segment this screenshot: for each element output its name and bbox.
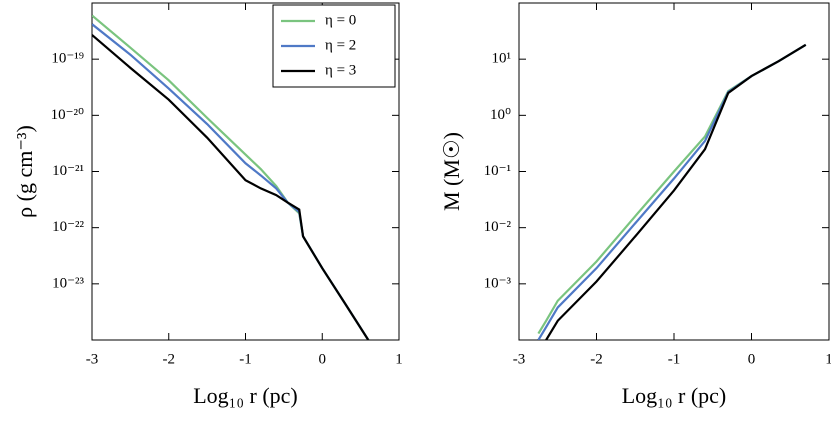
y-axis-title: M (M☉) — [439, 132, 464, 211]
x-axis-title: Log₁₀ r (pc) — [193, 383, 298, 408]
data-line — [545, 43, 807, 340]
x-tick-label: -3 — [513, 351, 526, 367]
y-tick-label: 10⁻²¹ — [52, 163, 84, 179]
x-tick-label: -3 — [86, 351, 99, 367]
plot-area — [537, 43, 807, 340]
y-tick-label: 10⁻¹⁹ — [51, 51, 84, 67]
legend-label: η = 0 — [325, 12, 356, 28]
legend-label: η = 2 — [325, 37, 356, 53]
y-tick-label: 10⁻¹ — [484, 163, 511, 179]
y-tick-label: 10⁻³ — [484, 275, 512, 291]
plot-area — [92, 14, 370, 340]
x-tick-label: 1 — [395, 351, 403, 367]
x-tick-label: -1 — [668, 351, 681, 367]
x-tick-label: -2 — [590, 351, 603, 367]
y-tick-label: 10⁻² — [484, 219, 512, 235]
x-tick-label: -2 — [163, 351, 176, 367]
x-tick-label: 0 — [319, 351, 327, 367]
y-tick-label: 10⁻²² — [52, 219, 84, 235]
y-tick-label: 10¹ — [492, 51, 512, 67]
x-tick-label: 0 — [748, 351, 756, 367]
y-tick-label: 10⁻²³ — [52, 275, 84, 291]
x-tick-label: 1 — [825, 351, 831, 367]
data-line — [537, 43, 807, 335]
y-tick-label: 10⁰ — [490, 107, 511, 123]
x-axis-title: Log₁₀ r (pc) — [622, 383, 727, 408]
y-axis-title: ρ (g cm⁻³) — [12, 125, 37, 218]
data-line — [92, 34, 370, 340]
x-tick-label: -1 — [239, 351, 252, 367]
legend-label: η = 3 — [325, 62, 356, 78]
y-tick-label: 10⁻²⁰ — [51, 107, 84, 123]
